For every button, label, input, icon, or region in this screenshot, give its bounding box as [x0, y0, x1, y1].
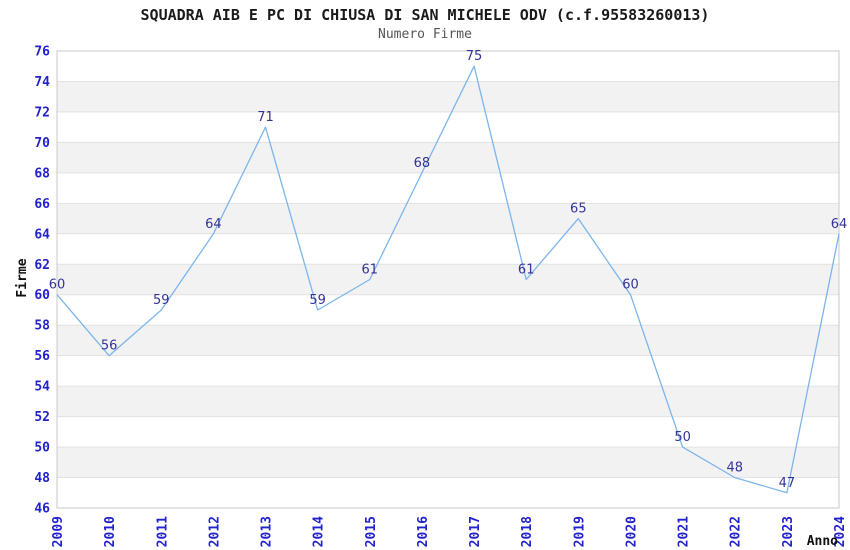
x-axis-tick-label: 2020: [624, 516, 639, 547]
x-axis-tick-label: 2015: [364, 516, 379, 547]
grid-band: [57, 142, 839, 173]
data-label: 59: [309, 293, 326, 308]
y-axis-tick-label: 76: [34, 45, 50, 60]
y-axis-title: Firme: [15, 258, 30, 297]
data-label: 61: [518, 263, 535, 278]
data-label: 71: [257, 110, 274, 125]
data-label: 56: [101, 339, 118, 354]
grid-band: [57, 386, 839, 417]
x-axis-tick-label: 2022: [729, 516, 744, 547]
data-label: 65: [570, 202, 587, 217]
data-label: 60: [49, 278, 66, 293]
data-label: 48: [726, 461, 743, 476]
plot-border: [56, 50, 840, 509]
x-axis-tick-label: 2024: [833, 516, 848, 547]
x-axis-tick-label: 2019: [572, 516, 587, 547]
y-axis-tick-label: 68: [34, 166, 50, 181]
grid-band: [57, 447, 839, 478]
grid-band: [57, 203, 839, 234]
data-label: 64: [205, 217, 222, 232]
data-line-numero-firme: [56, 65, 840, 494]
y-axis-tick-label: 48: [34, 471, 50, 486]
data-label: 59: [153, 293, 170, 308]
data-label: 61: [362, 263, 379, 278]
x-axis-tick-label: 2021: [677, 516, 692, 547]
x-axis-tick-label: 2013: [260, 516, 275, 547]
x-axis-tick-label: 2023: [781, 516, 796, 547]
x-axis-tick-label: 2016: [416, 516, 431, 547]
y-axis-tick-label: 72: [34, 105, 50, 120]
x-axis-tick-label: 2017: [468, 516, 483, 547]
x-axis-tick-label: 2010: [103, 516, 118, 547]
y-axis-tick-label: 54: [34, 380, 50, 395]
data-label: 50: [674, 430, 691, 445]
y-axis-tick-label: 58: [34, 319, 50, 334]
y-axis-tick-label: 56: [34, 349, 50, 364]
y-axis-tick-label: 74: [34, 75, 50, 90]
y-axis-tick-label: 66: [34, 197, 50, 212]
x-axis-tick-label: 2009: [51, 516, 66, 547]
y-axis-tick-label: 64: [34, 227, 50, 242]
x-axis-tick-label: 2011: [155, 516, 170, 547]
chart-title: SQUADRA AIB E PC DI CHIUSA DI SAN MICHEL…: [140, 6, 710, 24]
data-label: 60: [622, 278, 639, 293]
y-axis-tick-label: 46: [34, 502, 50, 517]
data-label: 68: [414, 156, 431, 171]
x-axis-tick-label: 2012: [207, 516, 222, 547]
x-axis-tick-label: 2018: [520, 516, 535, 547]
grid-band: [57, 325, 839, 356]
y-axis-tick-label: 50: [34, 441, 50, 456]
x-axis-tick-label: 2014: [312, 516, 327, 547]
data-label: 64: [831, 217, 848, 232]
data-label: 75: [466, 49, 483, 64]
grid-band: [57, 264, 839, 295]
grid-band: [57, 81, 839, 112]
x-axis-title: Anno: [807, 534, 838, 549]
y-axis-tick-label: 70: [34, 136, 50, 151]
y-axis-tick-label: 60: [34, 288, 50, 303]
chart-subtitle: Numero Firme: [378, 27, 472, 42]
y-axis-tick-label: 52: [34, 410, 50, 425]
y-axis-tick-label: 62: [34, 258, 50, 273]
data-label: 47: [779, 476, 796, 491]
